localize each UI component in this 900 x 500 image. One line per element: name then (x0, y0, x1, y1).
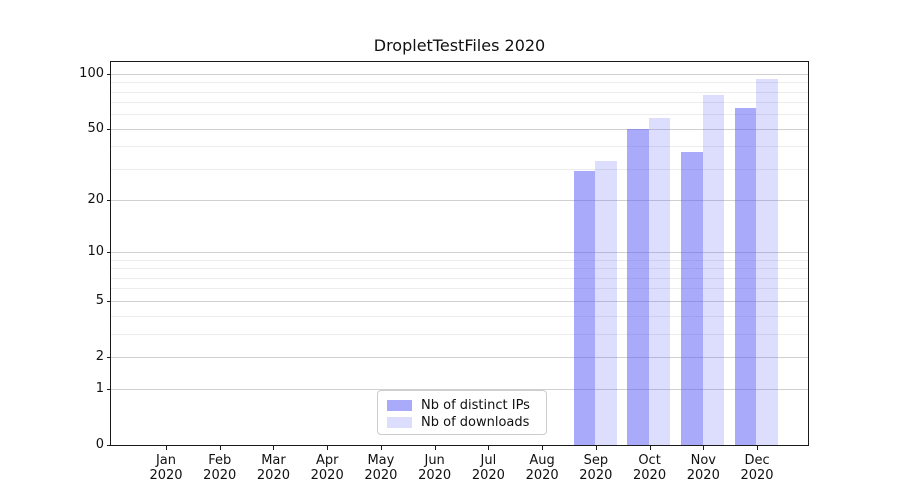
y-tick-label: 1 (95, 381, 104, 397)
y-gridline-major (111, 252, 808, 254)
y-gridline-minor (111, 333, 808, 335)
legend-label-downloads: Nb of downloads (421, 415, 530, 430)
legend-swatch-downloads (387, 417, 412, 428)
y-tick (107, 356, 111, 358)
y-gridline-minor (111, 114, 808, 116)
x-tick (273, 446, 275, 450)
bar-distinct-ips-dec (734, 108, 757, 445)
x-tick (649, 446, 651, 450)
x-tick (703, 446, 705, 450)
y-gridline-minor (111, 102, 808, 104)
x-tick-label: Dec 2020 (740, 453, 774, 483)
y-tick (107, 389, 111, 391)
chart-title: DropletTestFiles 2020 (373, 36, 546, 55)
y-gridline-major (111, 389, 808, 391)
x-tick-label: Jan 2020 (149, 453, 183, 483)
y-gridline-minor (111, 259, 808, 261)
x-tick-label: Nov 2020 (686, 453, 720, 483)
y-tick (107, 252, 111, 254)
x-tick-label: Aug 2020 (525, 453, 559, 483)
y-gridline-minor (111, 268, 808, 270)
y-gridline-minor (111, 288, 808, 290)
y-tick-label: 50 (87, 120, 104, 136)
y-gridline-major (111, 128, 808, 130)
y-tick-label: 100 (79, 65, 104, 81)
y-gridline-minor (111, 91, 808, 93)
x-tick (166, 446, 167, 450)
bar-downloads-nov (702, 94, 725, 445)
y-gridline-minor (111, 277, 808, 279)
y-tick-label: 5 (95, 292, 104, 308)
bar-downloads-oct (648, 118, 671, 445)
legend-label-distinct-ips: Nb of distinct IPs (421, 398, 530, 413)
legend: Nb of distinct IPs Nb of downloads (377, 390, 547, 435)
x-tick-label: Jun 2020 (418, 453, 452, 483)
x-tick (434, 446, 436, 450)
x-tick (380, 446, 382, 450)
y-tick (107, 300, 111, 302)
y-gridline-minor (111, 146, 808, 148)
y-tick-label: 20 (87, 192, 104, 208)
bar-downloads-dec (756, 78, 778, 445)
y-gridline-major (111, 73, 808, 75)
x-tick-label: Jul 2020 (471, 453, 505, 483)
x-tick-label: Feb 2020 (203, 453, 237, 483)
x-tick-label: May 2020 (364, 453, 398, 483)
y-tick-label: 2 (95, 348, 104, 364)
x-tick-label: Sep 2020 (579, 453, 613, 483)
y-tick (107, 445, 111, 446)
bar-distinct-ips-sep (573, 171, 596, 445)
x-tick (488, 446, 490, 450)
y-tick-label: 0 (95, 437, 104, 452)
x-tick (542, 446, 544, 450)
y-gridline-major (111, 200, 808, 202)
x-tick (219, 446, 221, 450)
y-tick (107, 73, 111, 75)
y-tick (107, 128, 111, 130)
legend-item-distinct-ips: Nb of distinct IPs (387, 397, 537, 414)
y-tick-label: 10 (87, 244, 104, 260)
y-gridline-major (111, 300, 808, 302)
legend-item-downloads: Nb of downloads (387, 414, 537, 431)
x-tick (757, 446, 759, 450)
bar-distinct-ips-oct (627, 128, 649, 445)
y-gridline-minor (111, 315, 808, 317)
x-tick-label: Apr 2020 (310, 453, 344, 483)
bar-distinct-ips-nov (681, 152, 703, 445)
x-tick-label: Oct 2020 (633, 453, 667, 483)
y-gridline-minor (111, 82, 808, 84)
plot-area (110, 61, 809, 446)
legend-swatch-distinct-ips (387, 400, 412, 411)
y-gridline-major (111, 356, 808, 358)
bar-downloads-sep (595, 161, 617, 445)
x-tick (595, 446, 597, 450)
x-tick-label: Mar 2020 (256, 453, 290, 483)
y-tick (107, 200, 111, 202)
y-gridline-minor (111, 168, 808, 170)
x-tick (327, 446, 329, 450)
